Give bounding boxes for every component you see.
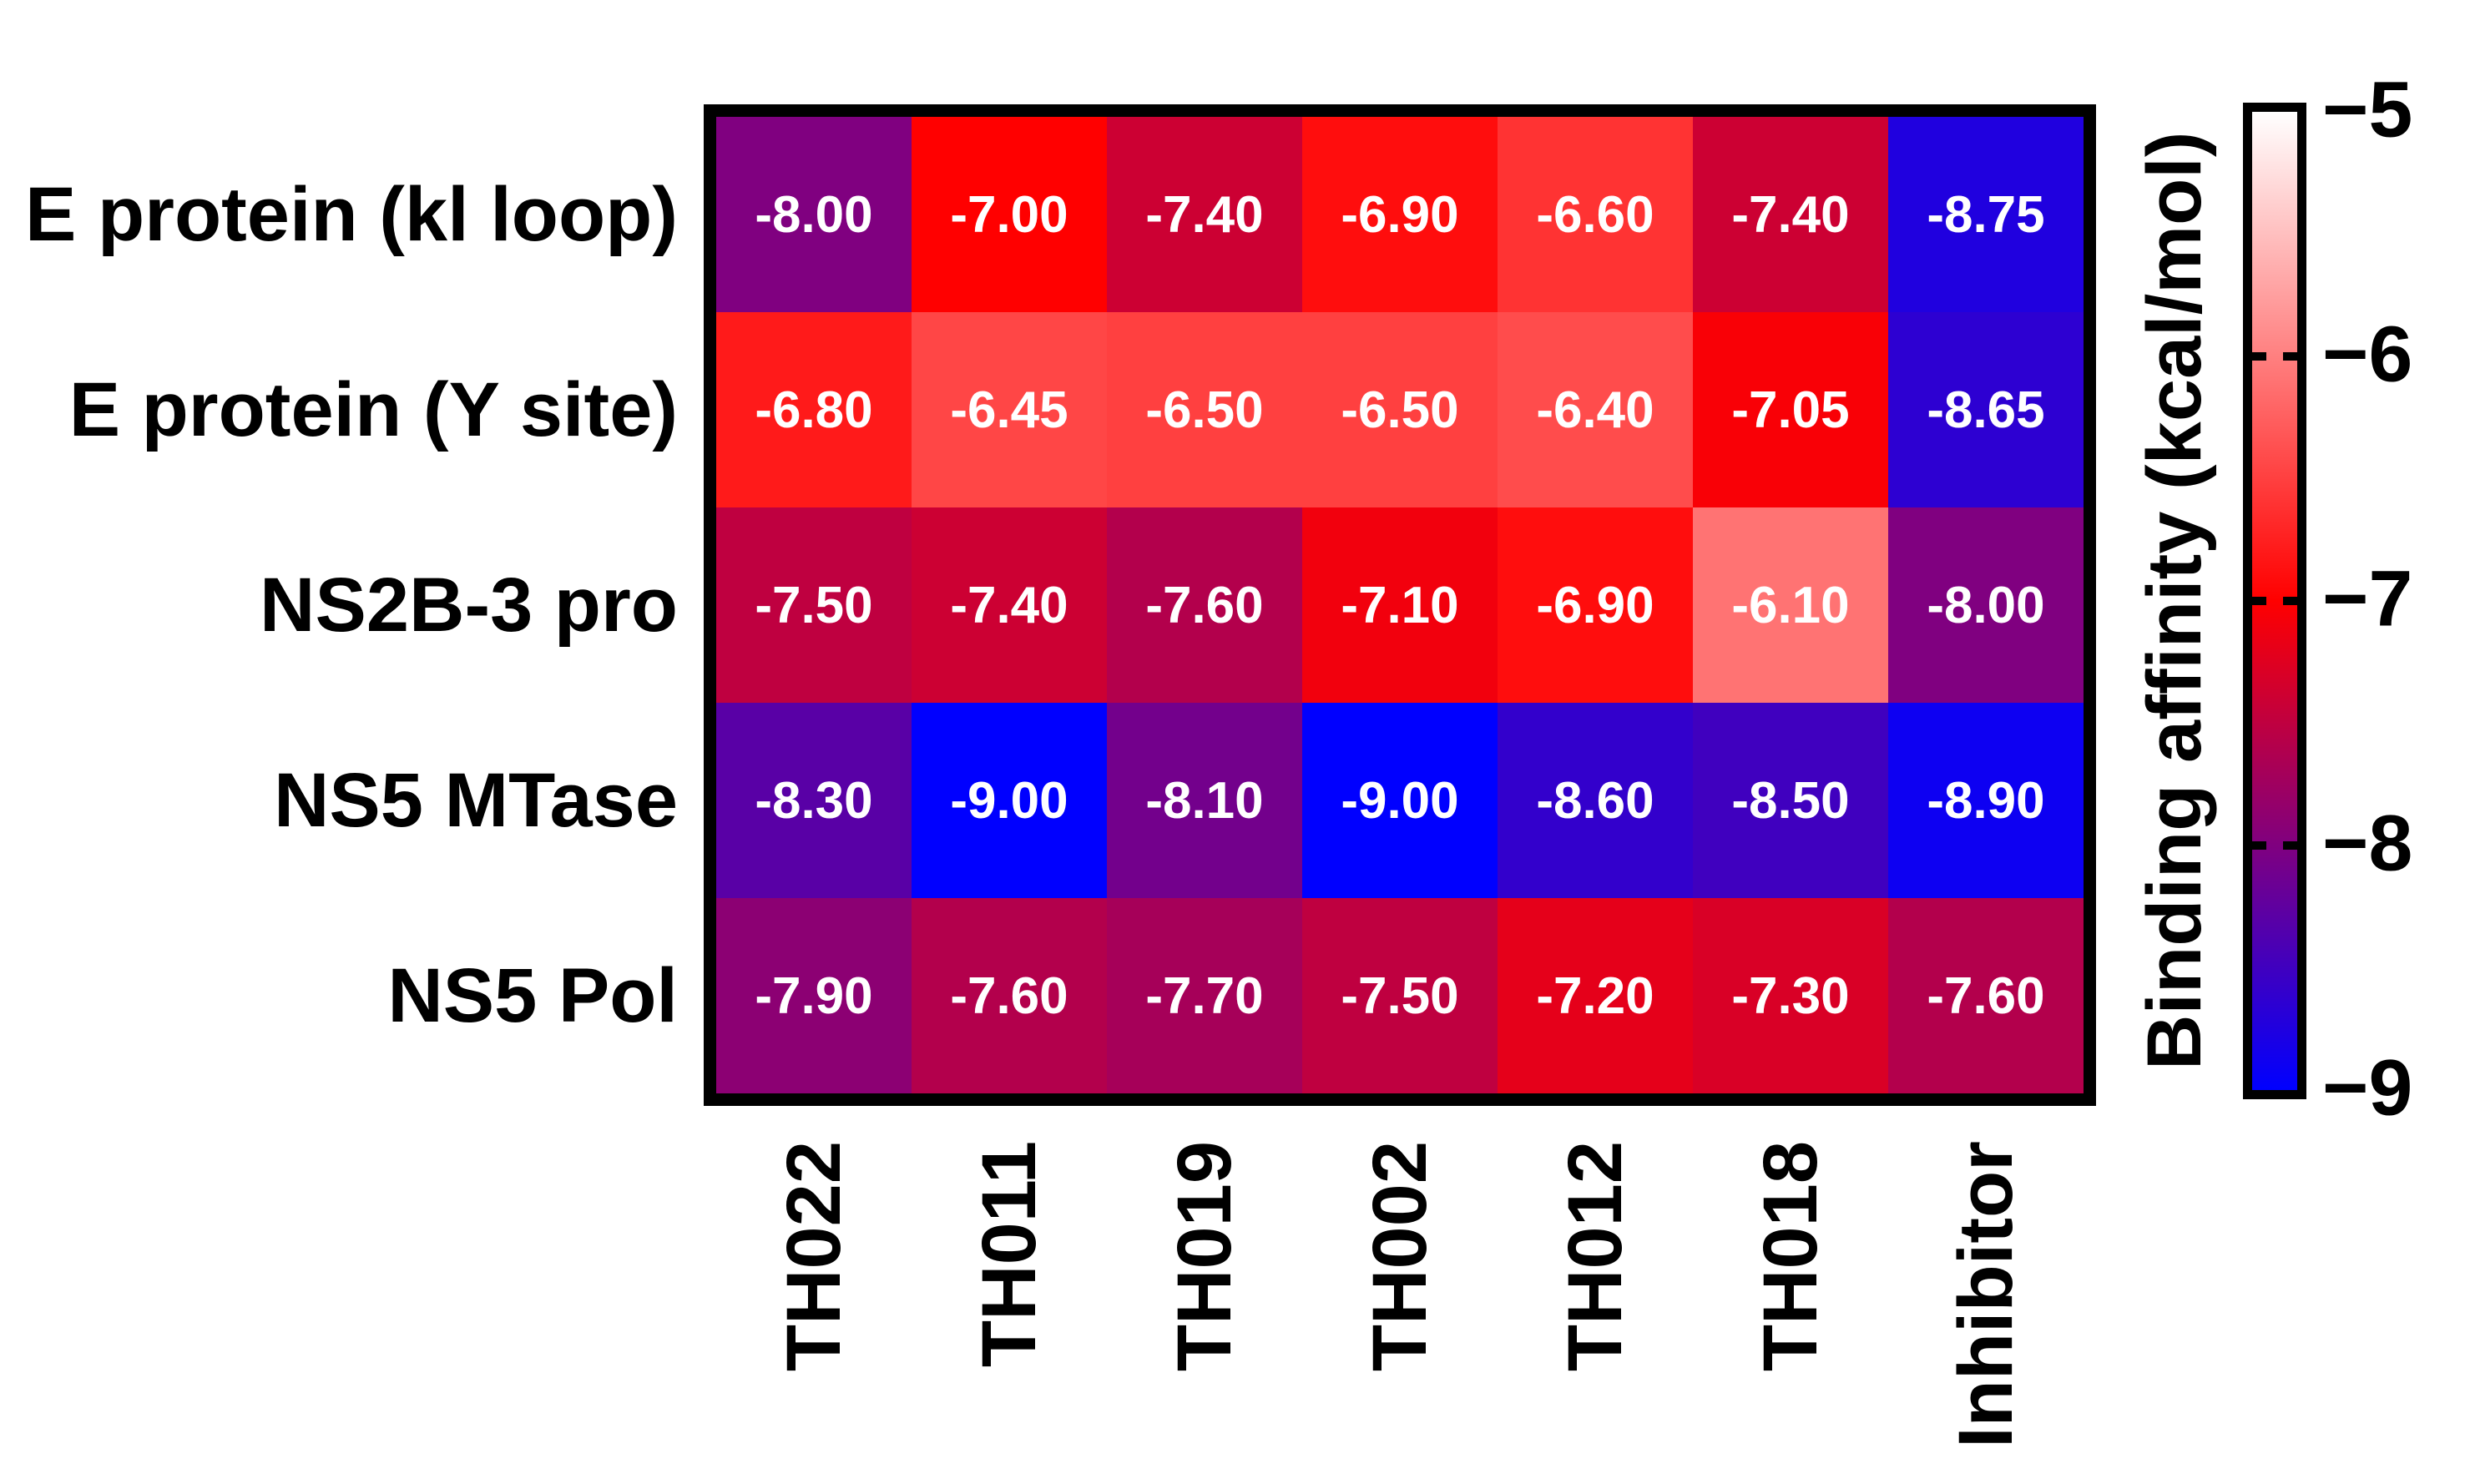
row-label-ns5-mtase: NS5 MTase bbox=[273, 757, 678, 843]
colorbar-tick-mark bbox=[2252, 597, 2266, 605]
colorbar-tick-label-6: −6 bbox=[2322, 310, 2413, 399]
heatmap-cell-e-protein-kl-loop-th012: -6.60 bbox=[1498, 117, 1693, 312]
colorbar-tick-mark bbox=[2283, 597, 2297, 605]
heatmap-cell-ns5-mtase-th019: -8.10 bbox=[1107, 703, 1302, 898]
row-label-e-protein-kl-loop: E protein (kl loop) bbox=[25, 171, 678, 257]
row-label-e-protein-y-site: E protein (Y site) bbox=[68, 366, 678, 452]
heatmap-cell-e-protein-kl-loop-inhibitor: -8.75 bbox=[1888, 117, 2084, 312]
heatmap-grid: -8.00 -7.00 -7.40 -6.90 -6.60 -7.40 -8.75 -6.80… bbox=[704, 104, 2096, 1106]
heatmap-cell-ns5-mtase-th011: -9.00 bbox=[912, 703, 1107, 898]
heatmap-cell-e-protein-y-site-th011: -6.45 bbox=[912, 312, 1107, 507]
column-label-th012: TH012 bbox=[1553, 1141, 1638, 1372]
colorbar-tick-mark bbox=[2252, 841, 2266, 850]
heatmap-cell-e-protein-y-site-th002: -6.50 bbox=[1302, 312, 1498, 507]
colorbar-tick-label-9: −9 bbox=[2322, 1043, 2413, 1133]
column-label-th018: TH018 bbox=[1748, 1141, 1833, 1372]
heatmap-cell-ns5-pol-th012: -7.20 bbox=[1498, 898, 1693, 1093]
heatmap-cell-ns5-pol-th002: -7.50 bbox=[1302, 898, 1498, 1093]
row-label-ns5-pol: NS5 Pol bbox=[387, 952, 678, 1038]
heatmap-cell-e-protein-kl-loop-th011: -7.00 bbox=[912, 117, 1107, 312]
heatmap-cell-ns5-mtase-th012: -8.60 bbox=[1498, 703, 1693, 898]
column-label-th022: TH022 bbox=[771, 1141, 856, 1372]
heatmap-cell-ns5-pol-th018: -7.30 bbox=[1693, 898, 1888, 1093]
heatmap-cell-ns2b-3-pro-th022: -7.50 bbox=[716, 507, 912, 703]
heatmap-cell-ns5-pol-th022: -7.90 bbox=[716, 898, 912, 1093]
heatmap-cell-ns5-mtase-inhibitor: -8.90 bbox=[1888, 703, 2084, 898]
colorbar-tick-label-7: −7 bbox=[2322, 554, 2413, 644]
column-label-inhibitor: Inhibitor bbox=[1943, 1141, 2028, 1448]
heatmap-cell-ns2b-3-pro-th018: -6.10 bbox=[1693, 507, 1888, 703]
heatmap-cell-e-protein-y-site-th012: -6.40 bbox=[1498, 312, 1693, 507]
heatmap-cell-e-protein-kl-loop-th018: -7.40 bbox=[1693, 117, 1888, 312]
column-label-th011: TH011 bbox=[967, 1141, 1052, 1368]
heatmap-cell-ns2b-3-pro-inhibitor: -8.00 bbox=[1888, 507, 2084, 703]
heatmap-cell-e-protein-y-site-th019: -6.50 bbox=[1107, 312, 1302, 507]
heatmap-cell-e-protein-kl-loop-th019: -7.40 bbox=[1107, 117, 1302, 312]
heatmap-cell-ns2b-3-pro-th002: -7.10 bbox=[1302, 507, 1498, 703]
heatmap-cell-ns5-pol-inhibitor: -7.60 bbox=[1888, 898, 2084, 1093]
row-label-ns2b-3-pro: NS2B-3 pro bbox=[260, 562, 678, 648]
heatmap-cell-ns2b-3-pro-th011: -7.40 bbox=[912, 507, 1107, 703]
heatmap-cell-ns5-mtase-th018: -8.50 bbox=[1693, 703, 1888, 898]
heatmap-cell-ns2b-3-pro-th019: -7.60 bbox=[1107, 507, 1302, 703]
heatmap-cell-ns5-pol-th019: -7.70 bbox=[1107, 898, 1302, 1093]
heatmap-cell-e-protein-y-site-th022: -6.80 bbox=[716, 312, 912, 507]
colorbar-axis-label: Binding affinity (kcal/mol) bbox=[2132, 131, 2217, 1071]
colorbar-tick-label-8: −8 bbox=[2322, 799, 2413, 888]
column-label-th002: TH002 bbox=[1357, 1141, 1442, 1372]
colorbar bbox=[2243, 103, 2306, 1099]
heatmap-cell-e-protein-y-site-th018: -7.05 bbox=[1693, 312, 1888, 507]
colorbar-tick-mark bbox=[2252, 352, 2266, 361]
heatmap-cell-ns5-mtase-th022: -8.30 bbox=[716, 703, 912, 898]
heatmap-cell-ns5-pol-th011: -7.60 bbox=[912, 898, 1107, 1093]
heatmap-cell-ns5-mtase-th002: -9.00 bbox=[1302, 703, 1498, 898]
column-label-th019: TH019 bbox=[1162, 1141, 1247, 1372]
heatmap-cell-e-protein-y-site-inhibitor: -8.65 bbox=[1888, 312, 2084, 507]
heatmap-cell-ns2b-3-pro-th012: -6.90 bbox=[1498, 507, 1693, 703]
colorbar-tick-label-5: −5 bbox=[2322, 65, 2413, 154]
heatmap-cell-e-protein-kl-loop-th022: -8.00 bbox=[716, 117, 912, 312]
colorbar-tick-mark bbox=[2283, 841, 2297, 850]
heatmap-cell-e-protein-kl-loop-th002: -6.90 bbox=[1302, 117, 1498, 312]
colorbar-tick-mark bbox=[2283, 352, 2297, 361]
